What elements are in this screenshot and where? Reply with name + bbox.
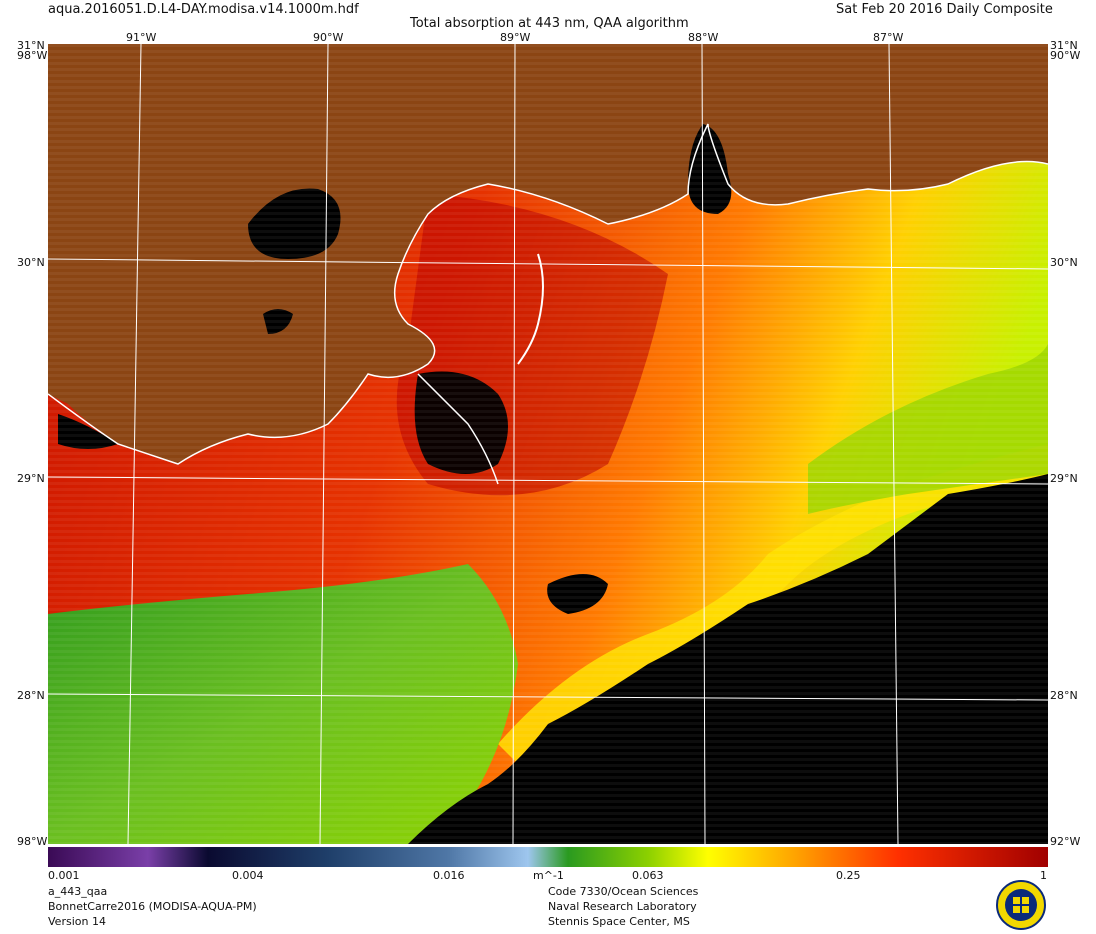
lon-label-91w: 91°W bbox=[126, 31, 157, 44]
lon-label-89w: 89°W bbox=[500, 31, 531, 44]
corner-lon-bottom-left: 98°W bbox=[17, 835, 48, 848]
cbar-tick-0016: 0.016 bbox=[433, 869, 465, 882]
file-name: aqua.2016051.D.L4-DAY.modisa.v14.1000m.h… bbox=[48, 2, 359, 17]
cbar-tick-0001: 0.001 bbox=[48, 869, 80, 882]
version-label: Version 14 bbox=[48, 915, 106, 928]
map-canvas bbox=[48, 44, 1048, 844]
date-label: Sat Feb 20 2016 Daily Composite bbox=[836, 2, 1053, 17]
lon-label-90w: 90°W bbox=[313, 31, 344, 44]
corner-lon-top-right: 90°W bbox=[1050, 49, 1081, 62]
corner-lon-bottom-right: 92°W bbox=[1050, 835, 1081, 848]
lat-label-right-28n: 28°N bbox=[1050, 689, 1078, 702]
lon-label-88w: 88°W bbox=[688, 31, 719, 44]
cbar-tick-025: 0.25 bbox=[836, 869, 861, 882]
cbar-tick-1: 1 bbox=[1040, 869, 1047, 882]
lat-label-left-29n: 29°N bbox=[17, 472, 45, 485]
org-name: Naval Research Laboratory bbox=[548, 900, 697, 913]
lat-label-right-30n: 30°N bbox=[1050, 256, 1078, 269]
cbar-tick-0004: 0.004 bbox=[232, 869, 264, 882]
org-code: Code 7330/Ocean Sciences bbox=[548, 885, 699, 898]
product-title: Total absorption at 443 nm, QAA algorith… bbox=[410, 16, 689, 31]
corner-lon-top-left: 98°W bbox=[17, 49, 48, 62]
colorbar bbox=[48, 847, 1048, 867]
nrl-seal-logo bbox=[996, 880, 1046, 930]
org-location: Stennis Space Center, MS bbox=[548, 915, 690, 928]
product-code: a_443_qaa bbox=[48, 885, 108, 898]
lat-label-right-29n: 29°N bbox=[1050, 472, 1078, 485]
lat-label-left-30n: 30°N bbox=[17, 256, 45, 269]
lat-label-left-28n: 28°N bbox=[17, 689, 45, 702]
corner-lat-top-right: 31°N bbox=[1050, 39, 1078, 52]
satellite-map[interactable] bbox=[48, 44, 1048, 844]
cbar-tick-0063: 0.063 bbox=[632, 869, 664, 882]
dataset-name: BonnetCarre2016 (MODISA-AQUA-PM) bbox=[48, 900, 257, 913]
lon-label-87w: 87°W bbox=[873, 31, 904, 44]
cbar-unit: m^-1 bbox=[533, 869, 564, 882]
corner-lat-top-left: 31°N bbox=[17, 39, 45, 52]
